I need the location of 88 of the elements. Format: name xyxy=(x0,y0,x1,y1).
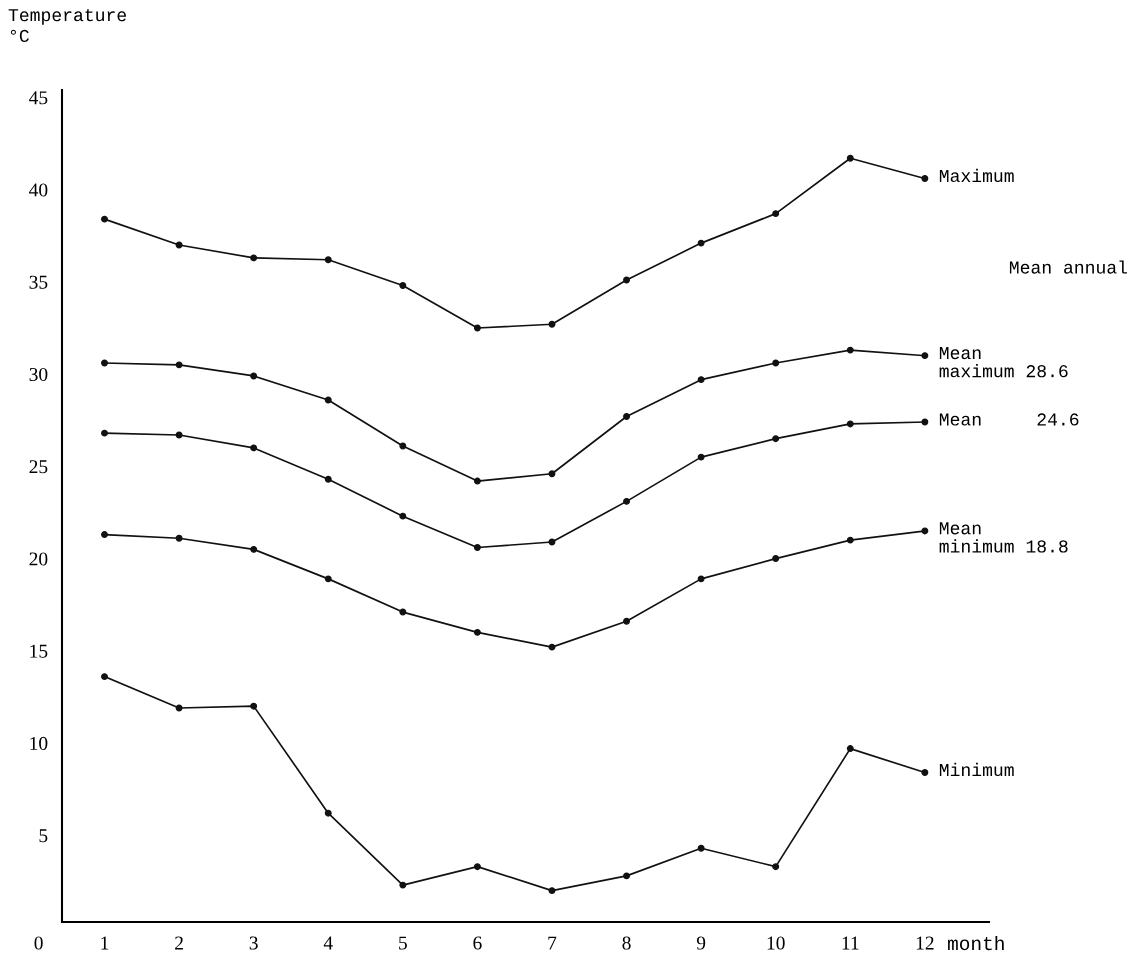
y-tick-label: 45 xyxy=(29,91,48,105)
point xyxy=(846,346,854,354)
point xyxy=(772,359,780,367)
point xyxy=(697,844,705,852)
y-tick-label: 15 xyxy=(30,644,48,658)
y-tick-label: 5 xyxy=(39,829,48,843)
x-tick-label: 10 xyxy=(767,936,785,950)
point xyxy=(399,608,407,616)
point xyxy=(101,531,108,539)
y-tick-label: 40 xyxy=(29,183,48,197)
series-label: Minimum xyxy=(939,762,1014,777)
point xyxy=(548,887,556,895)
point xyxy=(921,352,929,360)
point xyxy=(697,453,705,461)
x-tick-label: 1 xyxy=(101,936,109,950)
point xyxy=(324,256,332,264)
point xyxy=(697,376,705,384)
x-tick-label: 11 xyxy=(842,936,859,950)
point xyxy=(399,512,407,520)
point xyxy=(101,429,108,437)
point xyxy=(250,444,258,452)
point xyxy=(772,210,780,218)
point xyxy=(473,477,481,485)
point xyxy=(623,872,631,880)
y-tick-label: 30 xyxy=(29,367,48,382)
point xyxy=(921,527,929,535)
x-axis-title: month xyxy=(948,935,1004,951)
point xyxy=(250,372,258,380)
x-tick-label: 7 xyxy=(548,936,557,950)
point xyxy=(846,154,854,162)
point xyxy=(473,544,481,551)
series-label: Mean 24.6 xyxy=(939,413,1079,426)
point xyxy=(772,555,780,563)
point xyxy=(473,863,481,871)
point xyxy=(175,361,183,369)
x-tick-label: 12 xyxy=(916,936,934,950)
point xyxy=(250,702,258,710)
point xyxy=(175,431,183,439)
y-tick-label: 25 xyxy=(29,460,48,474)
series-label: Mean minimum 18.8 xyxy=(939,522,1068,553)
point xyxy=(175,241,183,249)
point xyxy=(548,320,556,328)
point xyxy=(399,881,407,889)
point xyxy=(548,470,556,478)
point xyxy=(921,175,929,183)
point xyxy=(623,497,631,505)
point xyxy=(473,324,481,332)
x-tick-label: 4 xyxy=(323,936,333,950)
point xyxy=(324,475,332,483)
point xyxy=(772,863,780,871)
point xyxy=(101,673,108,681)
point xyxy=(623,276,631,284)
point xyxy=(399,282,407,290)
point xyxy=(623,413,631,421)
point xyxy=(697,575,705,583)
x-tick-label: 2 xyxy=(175,936,183,950)
x-tick-label: 3 xyxy=(249,936,258,950)
point xyxy=(324,809,332,817)
point xyxy=(921,418,929,426)
point xyxy=(324,575,332,583)
point xyxy=(101,215,108,223)
text: Mean annual xyxy=(1009,260,1127,274)
point xyxy=(101,359,108,367)
point xyxy=(846,745,854,753)
point xyxy=(772,435,780,443)
x-tick-label: 8 xyxy=(622,936,631,950)
point xyxy=(324,396,332,404)
point xyxy=(548,643,556,651)
point xyxy=(250,545,258,553)
point xyxy=(250,254,258,262)
y-tick-label: 20 xyxy=(29,552,48,566)
y-tick-label: 35 xyxy=(29,275,48,289)
point xyxy=(399,442,407,450)
point xyxy=(846,420,854,428)
x-tick-label: 9 xyxy=(696,936,706,950)
y-tick-label: 10 xyxy=(30,736,48,750)
x-tick-label: 6 xyxy=(473,936,482,950)
series-label: Mean maximum 28.6 xyxy=(939,347,1068,378)
point xyxy=(846,536,854,544)
series-label: Maximum xyxy=(939,168,1014,183)
point xyxy=(473,628,481,636)
point xyxy=(623,617,631,625)
point xyxy=(697,239,705,247)
point xyxy=(175,534,183,542)
y-axis-title: Temperature °C xyxy=(8,9,126,43)
text: 0 xyxy=(34,936,43,950)
point xyxy=(921,769,929,777)
x-tick-label: 5 xyxy=(399,936,407,950)
